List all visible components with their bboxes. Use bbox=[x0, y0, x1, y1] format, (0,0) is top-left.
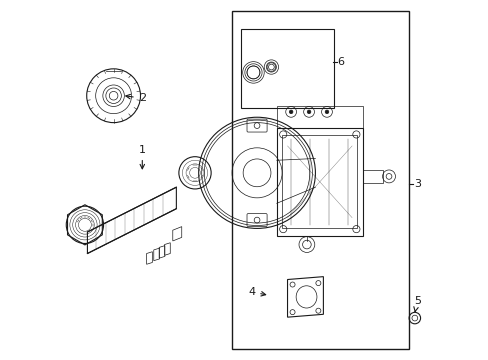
Text: 4: 4 bbox=[247, 287, 265, 297]
Text: 6: 6 bbox=[337, 57, 344, 67]
Bar bbox=[276, 128, 362, 235]
Circle shape bbox=[306, 110, 310, 114]
Bar bbox=[231, 12, 408, 348]
Circle shape bbox=[289, 110, 292, 114]
Text: 5: 5 bbox=[413, 296, 420, 312]
Bar bbox=[276, 107, 362, 128]
Text: 1: 1 bbox=[139, 145, 145, 169]
Circle shape bbox=[325, 110, 328, 114]
Bar bbox=[362, 170, 382, 183]
Text: 2: 2 bbox=[125, 93, 145, 103]
Text: 3: 3 bbox=[413, 179, 420, 189]
Bar bbox=[241, 30, 333, 108]
Bar bbox=[282, 135, 357, 228]
